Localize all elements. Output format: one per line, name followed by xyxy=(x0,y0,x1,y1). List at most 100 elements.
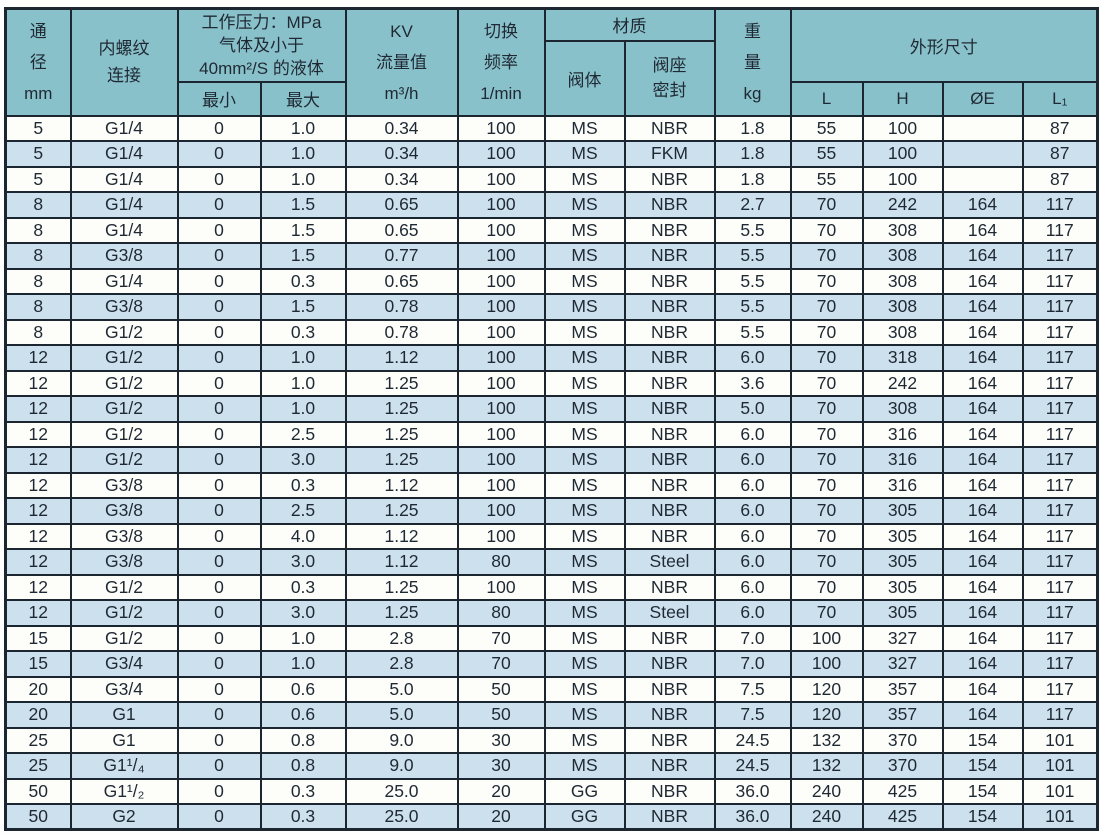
table-row: 20 G1 0 0.6 5.0 50 MS NBR 7.5 120 357 164 117 xyxy=(4,701,1099,729)
table-cell: 25.0 xyxy=(344,803,459,831)
table-cell: 3.0 xyxy=(259,599,347,627)
table-cell: 0 xyxy=(176,777,262,805)
table-cell: 305 xyxy=(861,573,944,601)
table-cell: 117 xyxy=(1021,267,1099,295)
table-cell: MS xyxy=(543,293,626,321)
table-cell: 0.8 xyxy=(259,726,347,754)
header-pressure-min-label: 最小 xyxy=(202,91,236,110)
table-cell: 100 xyxy=(789,624,864,652)
table-cell: 7.5 xyxy=(713,701,792,729)
table-cell: G1/4 xyxy=(69,165,179,193)
table-cell: 9.0 xyxy=(344,726,459,754)
table-cell: G1/2 xyxy=(69,599,179,627)
header-pressure-line1: 工作压力：MPa xyxy=(201,12,322,32)
table-cell: 0 xyxy=(176,726,262,754)
table-cell: NBR xyxy=(623,471,716,499)
table-row: 25 G1 0 0.8 9.0 30 MS NBR 24.5 132 370 154 101 xyxy=(4,726,1099,754)
table-cell: MS xyxy=(543,395,626,423)
table-cell: G1/2 xyxy=(69,395,179,423)
table-cell: 70 xyxy=(789,267,864,295)
table-cell: 0 xyxy=(176,369,262,397)
table-cell: NBR xyxy=(623,216,716,244)
header-diameter-line2: 径 xyxy=(29,52,47,72)
table-cell: 6.0 xyxy=(713,446,792,474)
table-cell: 8 xyxy=(4,216,72,244)
table-cell: 5.5 xyxy=(713,216,792,244)
table-cell: 154 xyxy=(941,777,1024,805)
table-cell: 24.5 xyxy=(713,726,792,754)
table-cell: 164 xyxy=(941,471,1024,499)
table-cell: 36.0 xyxy=(713,803,792,831)
table-cell: MS xyxy=(543,650,626,678)
table-cell: 100 xyxy=(861,165,944,193)
header-kv-flow: KV 流量值 m³/h xyxy=(344,7,459,117)
table-cell: 0 xyxy=(176,242,262,270)
table-cell: NBR xyxy=(623,446,716,474)
table-cell: 164 xyxy=(941,420,1024,448)
header-pressure-min: 最小 xyxy=(176,80,262,117)
table-cell: 70 xyxy=(789,471,864,499)
table-cell: 164 xyxy=(941,191,1024,219)
table-row: 8 G3/8 0 1.5 0.77 100 MS NBR 5.5 70 308 164 117 xyxy=(4,242,1099,270)
table-cell: 164 xyxy=(941,522,1024,550)
table-cell: 164 xyxy=(941,395,1024,423)
table-cell: 316 xyxy=(861,471,944,499)
table-cell: 0.6 xyxy=(259,701,347,729)
table-row: 8 G1/4 0 1.5 0.65 100 MS NBR 2.7 70 242 164 117 xyxy=(4,191,1099,219)
table-cell: MS xyxy=(543,165,626,193)
table-cell: G2 xyxy=(69,803,179,831)
table-cell: G3/8 xyxy=(69,522,179,550)
table-cell: 20 xyxy=(4,675,72,703)
table-cell: 1.25 xyxy=(344,573,459,601)
table-cell: 0 xyxy=(176,675,262,703)
table-row: 15 G1/2 0 1.0 2.8 70 MS NBR 7.0 100 327 164 117 xyxy=(4,624,1099,652)
table-row: 12 G1/2 0 0.3 1.25 100 MS NBR 6.0 70 305 164 117 xyxy=(4,573,1099,601)
table-cell: 1.25 xyxy=(344,395,459,423)
table-cell: 4.0 xyxy=(259,522,347,550)
table-row: 5 G1/4 0 1.0 0.34 100 MS FKM 1.8 55 100 87 xyxy=(4,140,1099,168)
table-cell: G3/4 xyxy=(69,675,179,703)
table-cell: 87 xyxy=(1021,165,1099,193)
table-cell: 70 xyxy=(789,369,864,397)
table-cell: 87 xyxy=(1021,140,1099,168)
table-cell: 55 xyxy=(789,114,864,142)
table-cell: 0.77 xyxy=(344,242,459,270)
table-cell: 117 xyxy=(1021,318,1099,346)
table-cell: NBR xyxy=(623,701,716,729)
table-cell: MS xyxy=(543,318,626,346)
table-cell: 357 xyxy=(861,675,944,703)
table-cell: 7.0 xyxy=(713,650,792,678)
table-cell: 8 xyxy=(4,191,72,219)
header-switch-frequency: 切换 频率 1/min xyxy=(456,7,546,117)
table-cell: NBR xyxy=(623,497,716,525)
table-cell: 164 xyxy=(941,216,1024,244)
table-cell: 117 xyxy=(1021,395,1099,423)
table-cell: 1.25 xyxy=(344,369,459,397)
table-cell: 8 xyxy=(4,293,72,321)
table-cell: 305 xyxy=(861,497,944,525)
table-cell: 308 xyxy=(861,242,944,270)
table-cell: 318 xyxy=(861,344,944,372)
table-cell: 327 xyxy=(861,650,944,678)
table-cell: 12 xyxy=(4,446,72,474)
table-cell: MS xyxy=(543,599,626,627)
table-cell: 100 xyxy=(456,369,546,397)
table-cell: Steel xyxy=(623,599,716,627)
table-cell: 1.12 xyxy=(344,522,459,550)
table-cell: 6.0 xyxy=(713,420,792,448)
table-cell: 240 xyxy=(789,803,864,831)
table-cell: MS xyxy=(543,446,626,474)
table-cell: 117 xyxy=(1021,344,1099,372)
table-cell: 117 xyxy=(1021,573,1099,601)
table-cell: 0 xyxy=(176,191,262,219)
table-cell: MS xyxy=(543,114,626,142)
header-diameter-unit: mm xyxy=(24,83,53,103)
table-cell: 316 xyxy=(861,420,944,448)
header-dim-L1: L₁ xyxy=(1021,80,1099,117)
table-cell: 1.0 xyxy=(259,369,347,397)
table-cell: 12 xyxy=(4,471,72,499)
table-cell: G1/2 xyxy=(69,318,179,346)
table-cell: 0 xyxy=(176,293,262,321)
table-cell: G1 xyxy=(69,726,179,754)
table-cell: 117 xyxy=(1021,191,1099,219)
